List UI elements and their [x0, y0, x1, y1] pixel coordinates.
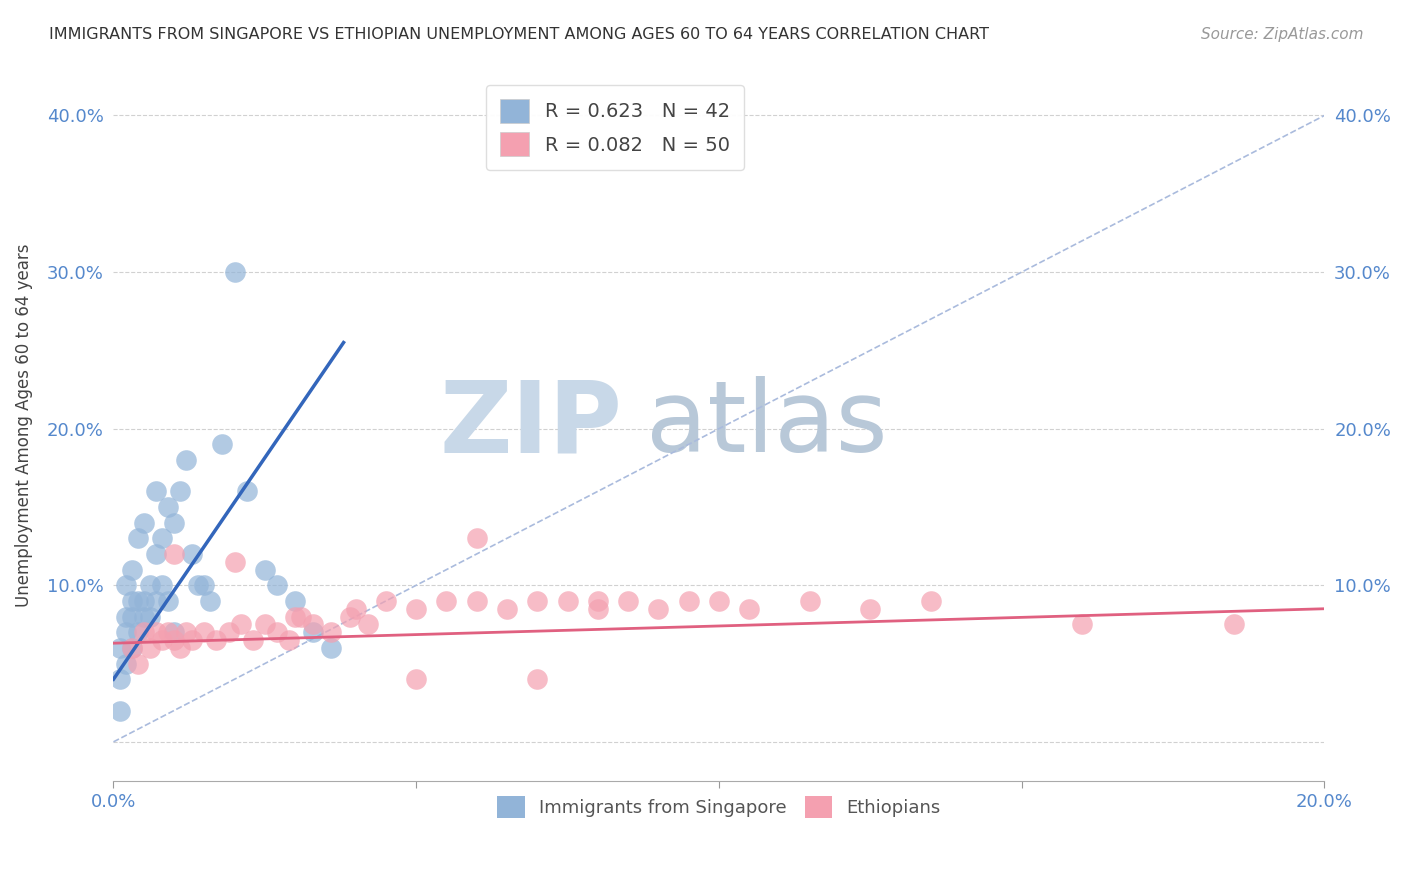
Point [132, 609, 155, 624]
Point [496, 601, 519, 615]
Point [145, 625, 167, 640]
Point [211, 437, 233, 451]
Point [121, 609, 143, 624]
Point [859, 601, 882, 615]
Point [139, 640, 162, 655]
Point [205, 633, 228, 648]
Point [132, 516, 155, 530]
Text: Source: ZipAtlas.com: Source: ZipAtlas.com [1201, 27, 1364, 42]
Point [150, 633, 173, 648]
Point [145, 484, 167, 499]
Point [617, 594, 640, 608]
Point [121, 594, 143, 608]
Text: atlas: atlas [647, 376, 889, 474]
Point [278, 633, 301, 648]
Point [156, 625, 179, 640]
Point [139, 578, 162, 592]
Point [150, 578, 173, 592]
Point [302, 617, 325, 632]
Point [707, 594, 730, 608]
Point [127, 594, 149, 608]
Point [344, 601, 367, 615]
Point [465, 531, 488, 545]
Point [647, 601, 669, 615]
Point [678, 594, 700, 608]
Point [321, 640, 343, 655]
Point [127, 531, 149, 545]
Point [108, 640, 131, 655]
Point [156, 594, 179, 608]
Point [121, 640, 143, 655]
Point [1071, 617, 1094, 632]
Point [405, 672, 427, 686]
Legend: Immigrants from Singapore, Ethiopians: Immigrants from Singapore, Ethiopians [491, 789, 948, 825]
Point [187, 578, 209, 592]
Point [139, 609, 162, 624]
Point [284, 609, 307, 624]
Point [114, 625, 136, 640]
Point [150, 531, 173, 545]
Point [284, 594, 307, 608]
Point [253, 617, 276, 632]
Point [526, 594, 548, 608]
Point [290, 609, 312, 624]
Point [266, 625, 288, 640]
Point [163, 633, 186, 648]
Point [200, 594, 222, 608]
Point [224, 555, 246, 569]
Point [526, 672, 548, 686]
Point [156, 500, 179, 514]
Text: IMMIGRANTS FROM SINGAPORE VS ETHIOPIAN UNEMPLOYMENT AMONG AGES 60 TO 64 YEARS CO: IMMIGRANTS FROM SINGAPORE VS ETHIOPIAN U… [49, 27, 990, 42]
Point [557, 594, 579, 608]
Point [302, 625, 325, 640]
Point [114, 657, 136, 671]
Point [218, 625, 240, 640]
Point [253, 563, 276, 577]
Point [339, 609, 361, 624]
Point [169, 640, 191, 655]
Point [127, 657, 149, 671]
Point [174, 453, 197, 467]
Point [163, 625, 186, 640]
Point [229, 617, 252, 632]
Point [1222, 617, 1244, 632]
Point [374, 594, 396, 608]
Point [465, 594, 488, 608]
Point [121, 563, 143, 577]
Point [127, 625, 149, 640]
Y-axis label: Unemployment Among Ages 60 to 64 years: Unemployment Among Ages 60 to 64 years [15, 243, 32, 607]
Point [114, 609, 136, 624]
Point [321, 625, 343, 640]
Point [586, 601, 609, 615]
Point [920, 594, 942, 608]
Point [799, 594, 821, 608]
Point [145, 547, 167, 561]
Point [224, 265, 246, 279]
Point [132, 594, 155, 608]
Point [235, 484, 257, 499]
Point [242, 633, 264, 648]
Point [193, 578, 215, 592]
Point [132, 625, 155, 640]
Text: ZIP: ZIP [439, 376, 621, 474]
Point [586, 594, 609, 608]
Point [174, 625, 197, 640]
Point [163, 547, 186, 561]
Point [436, 594, 458, 608]
Point [405, 601, 427, 615]
Point [145, 594, 167, 608]
Point [108, 704, 131, 718]
Point [357, 617, 380, 632]
Point [114, 578, 136, 592]
Point [193, 625, 215, 640]
Point [266, 578, 288, 592]
Point [738, 601, 761, 615]
Point [181, 547, 204, 561]
Point [163, 516, 186, 530]
Point [108, 672, 131, 686]
Point [181, 633, 204, 648]
Point [121, 640, 143, 655]
Point [169, 484, 191, 499]
